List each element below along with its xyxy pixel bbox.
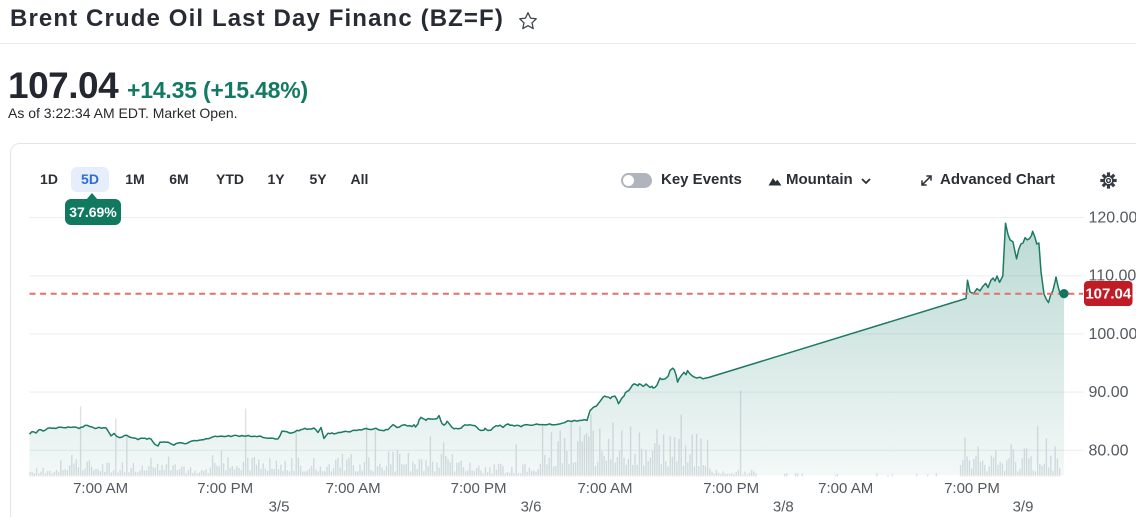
svg-text:7:00 PM: 7:00 PM xyxy=(703,480,759,497)
svg-text:3/5: 3/5 xyxy=(269,499,290,516)
svg-text:7:00 AM: 7:00 AM xyxy=(577,480,632,497)
svg-text:7:00 AM: 7:00 AM xyxy=(818,480,873,497)
svg-text:3/6: 3/6 xyxy=(521,499,542,516)
svg-text:3/9: 3/9 xyxy=(1013,499,1034,516)
svg-text:100.00: 100.00 xyxy=(1089,326,1136,343)
svg-text:7:00 PM: 7:00 PM xyxy=(451,480,507,497)
svg-text:90.00: 90.00 xyxy=(1089,384,1129,401)
svg-text:107.04: 107.04 xyxy=(1085,286,1132,303)
svg-text:7:00 PM: 7:00 PM xyxy=(944,480,1000,497)
svg-text:3/8: 3/8 xyxy=(773,499,794,516)
svg-text:7:00 PM: 7:00 PM xyxy=(197,480,253,497)
svg-text:7:00 AM: 7:00 AM xyxy=(73,480,128,497)
svg-text:80.00: 80.00 xyxy=(1089,442,1129,459)
svg-text:7:00 AM: 7:00 AM xyxy=(326,480,381,497)
svg-text:120.00: 120.00 xyxy=(1089,210,1136,227)
svg-text:110.00: 110.00 xyxy=(1089,268,1136,285)
